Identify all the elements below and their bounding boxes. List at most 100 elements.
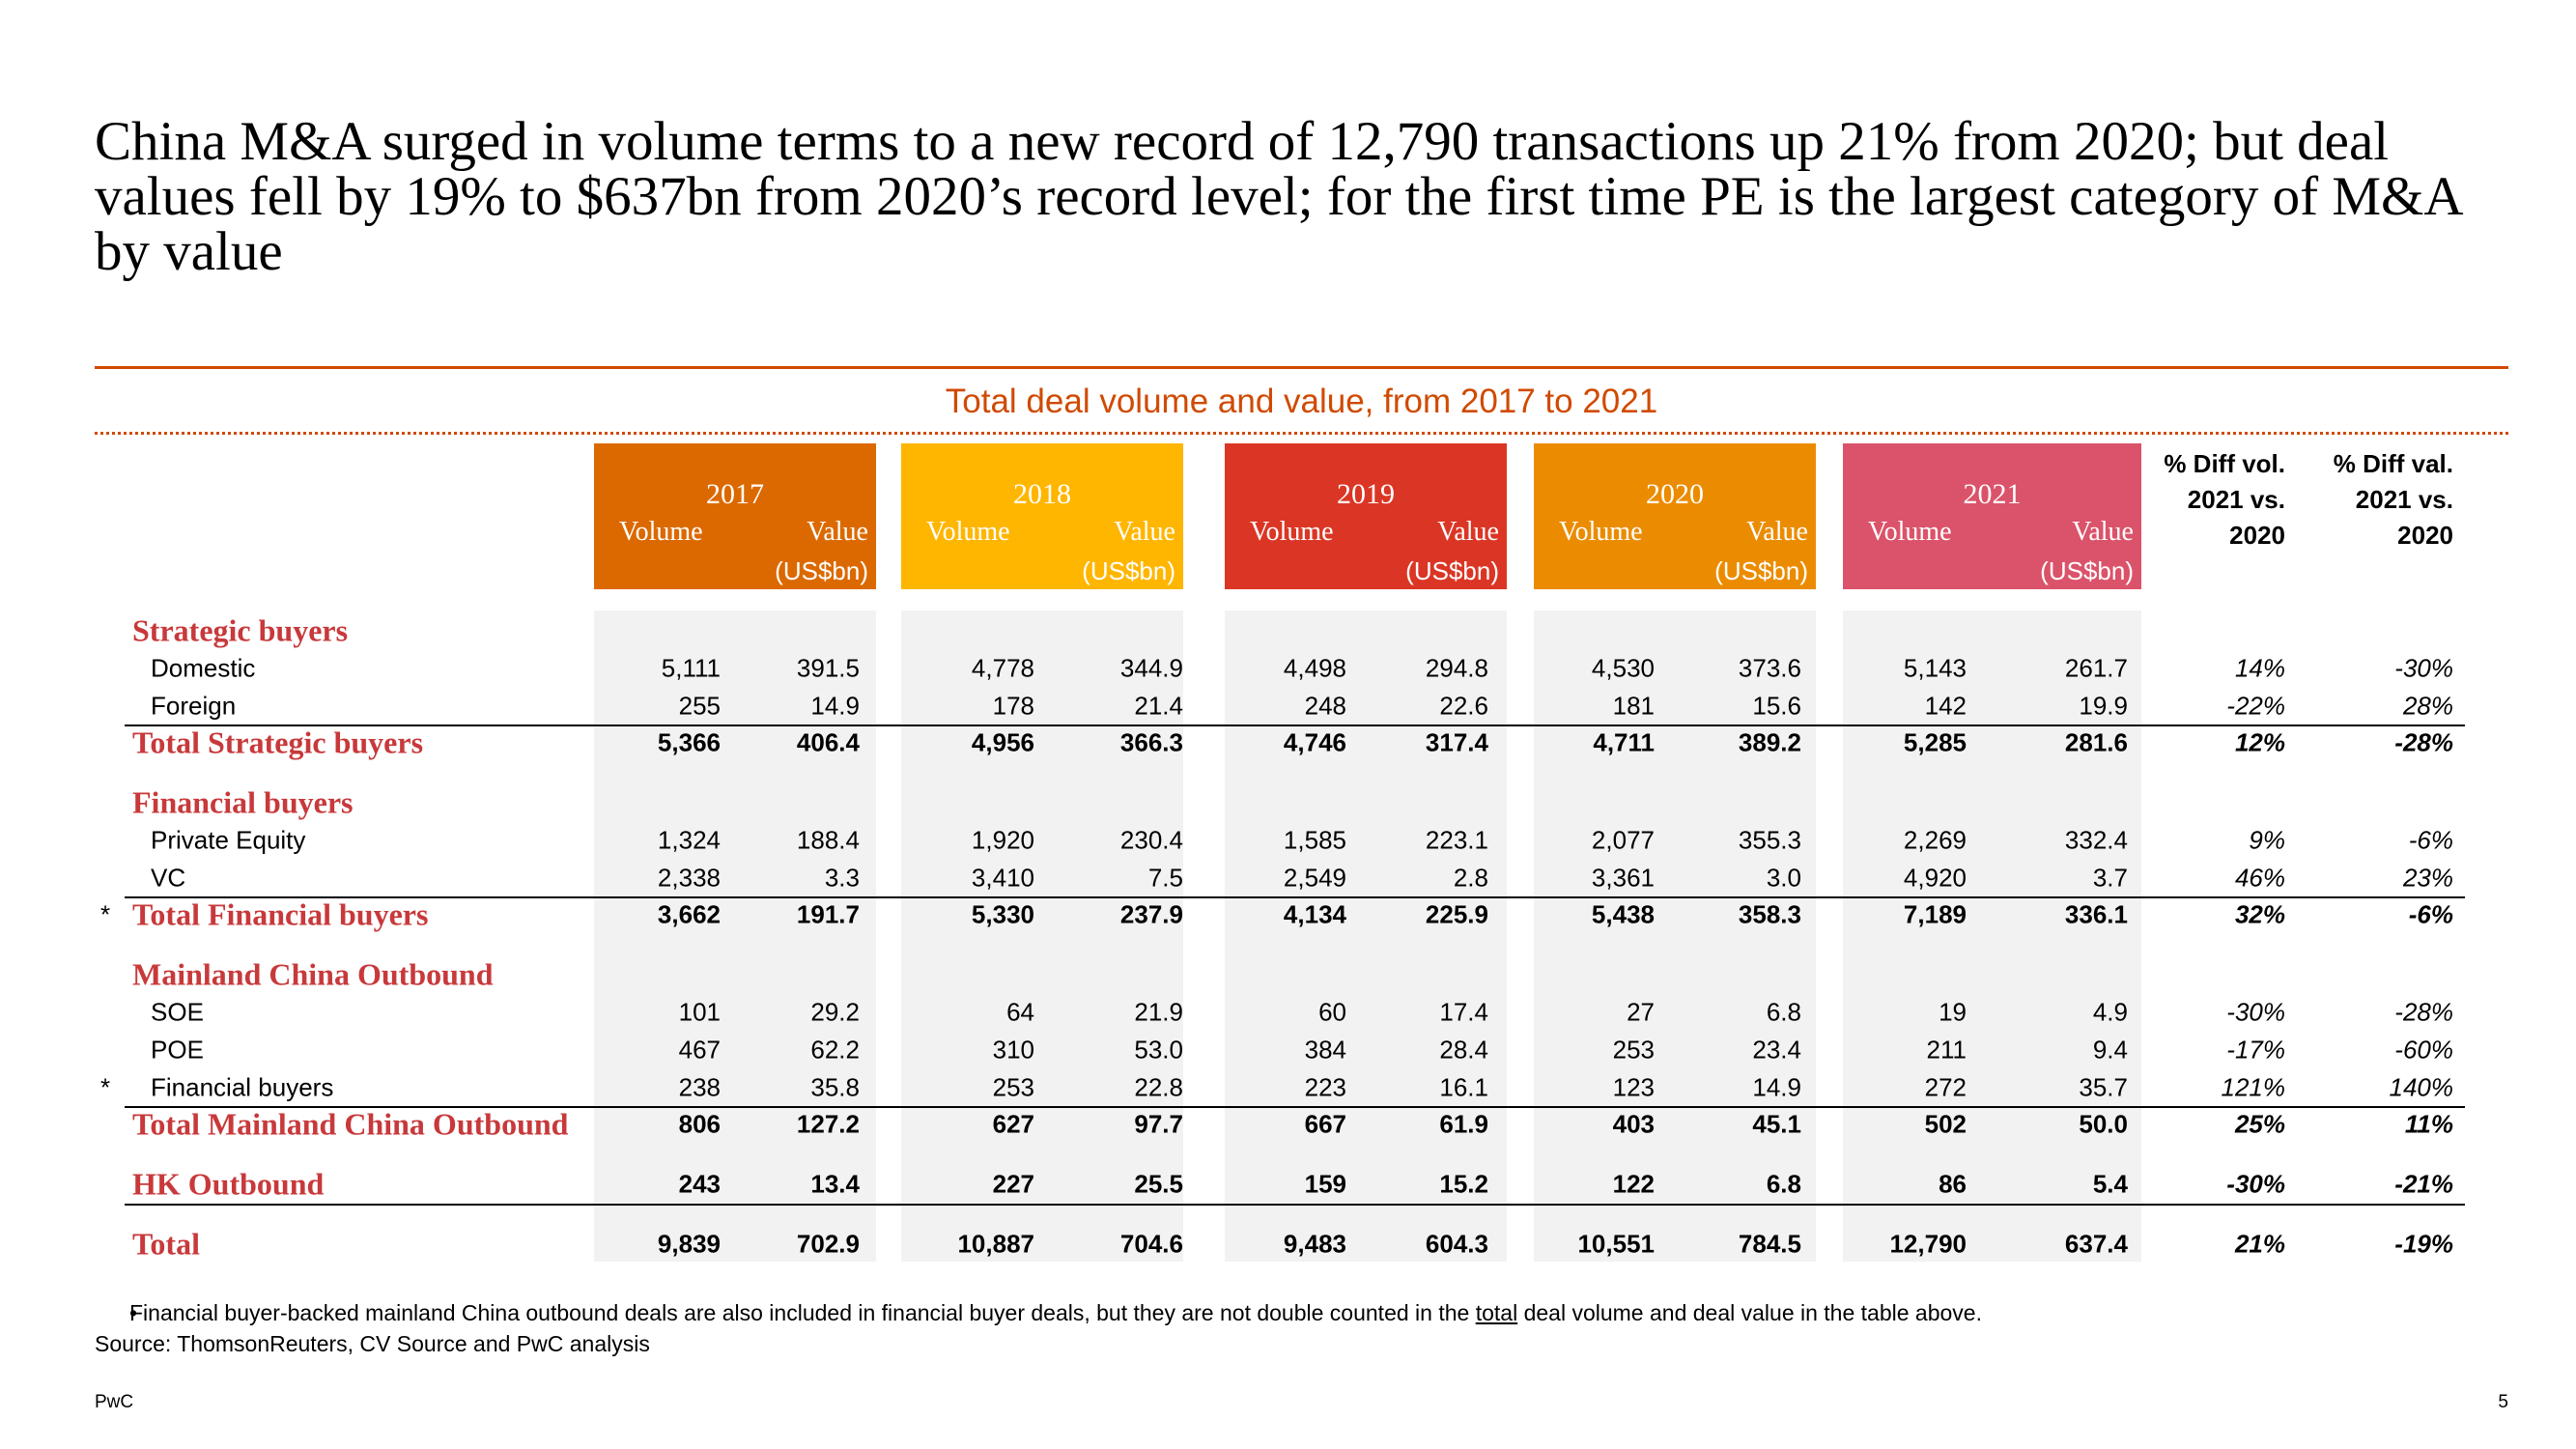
cell: 22.6 bbox=[1439, 691, 1488, 721]
cell: 243 bbox=[678, 1169, 721, 1199]
cell: 11% bbox=[2404, 1109, 2453, 1139]
column-shade bbox=[594, 611, 876, 1262]
cell: 225.9 bbox=[1425, 899, 1488, 929]
cell: 227 bbox=[992, 1169, 1034, 1199]
footnote-text: deal volume and deal value in the table … bbox=[1517, 1300, 1982, 1325]
cell: 389.2 bbox=[1738, 727, 1801, 757]
cell: 7.5 bbox=[1147, 863, 1183, 893]
cell: 14.9 bbox=[810, 691, 860, 721]
cell: 253 bbox=[992, 1072, 1034, 1102]
cell: 123 bbox=[1612, 1072, 1655, 1102]
cell: 5,366 bbox=[657, 727, 721, 757]
volume-label: Volume bbox=[1250, 517, 1334, 547]
cell: -28% bbox=[2394, 997, 2453, 1027]
dotted-rule bbox=[95, 432, 2508, 435]
cell: 366.3 bbox=[1119, 727, 1183, 757]
cell: 272 bbox=[1924, 1072, 1967, 1102]
row-label: POE bbox=[151, 1035, 204, 1065]
cell: 35.8 bbox=[810, 1072, 860, 1102]
diff-header: 2021 vs. bbox=[2187, 485, 2285, 514]
column-shade bbox=[1225, 611, 1507, 1262]
year-label: 2020 bbox=[1646, 478, 1704, 510]
cell: 336.1 bbox=[2064, 899, 2128, 929]
row-marker: * bbox=[100, 899, 111, 929]
row-label: Total Strategic buyers bbox=[132, 724, 424, 760]
cell: 294.8 bbox=[1425, 653, 1488, 683]
section-heading: Financial buyers bbox=[132, 784, 354, 820]
cell: 15.6 bbox=[1752, 691, 1801, 721]
diff-header: 2020 bbox=[2397, 521, 2453, 550]
cell: 25% bbox=[2234, 1109, 2285, 1139]
cell: 64 bbox=[1006, 997, 1034, 1027]
cell: 384 bbox=[1304, 1035, 1346, 1065]
cell: 637.4 bbox=[2064, 1229, 2128, 1259]
cell: 255 bbox=[678, 691, 721, 721]
year-header bbox=[1843, 443, 2141, 589]
cell: -19% bbox=[2394, 1229, 2453, 1259]
volume-label: Volume bbox=[926, 517, 1010, 547]
cell: 704.6 bbox=[1119, 1229, 1183, 1259]
cell: 332.4 bbox=[2064, 825, 2128, 855]
cell: 2.8 bbox=[1453, 863, 1488, 893]
title-rule bbox=[95, 366, 2508, 369]
cell: 23.4 bbox=[1752, 1035, 1801, 1065]
column-shade bbox=[1843, 611, 2141, 1262]
footnote-underlined: total bbox=[1475, 1300, 1518, 1325]
cell: 19 bbox=[1939, 997, 1967, 1027]
cell: 317.4 bbox=[1425, 727, 1488, 757]
cell: 9% bbox=[2249, 825, 2285, 855]
cell: 223 bbox=[1304, 1072, 1346, 1102]
row-label: Foreign bbox=[151, 691, 237, 721]
diff-header: 2021 vs. bbox=[2355, 485, 2453, 514]
cell: 2,077 bbox=[1591, 825, 1655, 855]
cell: 4.9 bbox=[2092, 997, 2128, 1027]
value-label: Value bbox=[2072, 517, 2134, 547]
cell: 28% bbox=[2402, 691, 2453, 721]
cell: 127.2 bbox=[796, 1109, 860, 1139]
cell: 188.4 bbox=[796, 825, 860, 855]
cell: 22.8 bbox=[1134, 1072, 1183, 1102]
cell: 62.2 bbox=[810, 1035, 860, 1065]
cell: 9,839 bbox=[657, 1229, 721, 1259]
cell: 2,549 bbox=[1283, 863, 1346, 893]
cell: 3,410 bbox=[971, 863, 1034, 893]
cell: 248 bbox=[1304, 691, 1346, 721]
cell: 4,778 bbox=[971, 653, 1034, 683]
cell: 502 bbox=[1924, 1109, 1967, 1139]
cell: 355.3 bbox=[1738, 825, 1801, 855]
cell: 46% bbox=[2234, 863, 2285, 893]
cell: 3.0 bbox=[1766, 863, 1801, 893]
cell: 28.4 bbox=[1439, 1035, 1488, 1065]
cell: 230.4 bbox=[1119, 825, 1183, 855]
cell: -17% bbox=[2226, 1035, 2285, 1065]
slide-title: China M&A surged in volume terms to a ne… bbox=[95, 111, 2461, 282]
cell: 4,746 bbox=[1283, 727, 1346, 757]
cell: 12,790 bbox=[1889, 1229, 1967, 1259]
value-label: Value bbox=[807, 517, 868, 547]
diff-header: % Diff val. bbox=[2333, 449, 2453, 478]
cell: 97.7 bbox=[1134, 1109, 1183, 1139]
cell: 3.3 bbox=[824, 863, 860, 893]
cell: 21% bbox=[2234, 1229, 2285, 1259]
cell: 806 bbox=[678, 1109, 721, 1139]
row-label: Total bbox=[132, 1226, 200, 1262]
footer: PwC bbox=[95, 1392, 134, 1412]
cell: 223.1 bbox=[1425, 825, 1488, 855]
cell: 4,711 bbox=[1593, 727, 1655, 757]
row-label: Private Equity bbox=[151, 825, 306, 855]
cell: 5,143 bbox=[1903, 653, 1967, 683]
unit-label: (US$bn) bbox=[1082, 556, 1175, 585]
row-rule bbox=[125, 896, 2465, 898]
cell: 604.3 bbox=[1425, 1229, 1488, 1259]
cell: 3.7 bbox=[2092, 863, 2128, 893]
cell: 6.8 bbox=[1766, 997, 1801, 1027]
cell: 122 bbox=[1612, 1169, 1655, 1199]
cell: 3,361 bbox=[1591, 863, 1655, 893]
cell: 403 bbox=[1612, 1109, 1655, 1139]
cell: 1,585 bbox=[1283, 825, 1346, 855]
row-rule bbox=[125, 1204, 2465, 1206]
cell: 784.5 bbox=[1738, 1229, 1801, 1259]
cell: 667 bbox=[1304, 1109, 1346, 1139]
year-label: 2017 bbox=[706, 478, 764, 510]
